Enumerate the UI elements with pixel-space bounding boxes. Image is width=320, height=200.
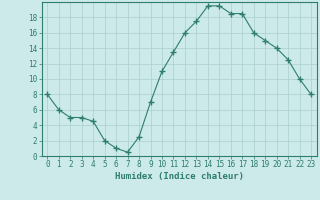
X-axis label: Humidex (Indice chaleur): Humidex (Indice chaleur) <box>115 172 244 181</box>
